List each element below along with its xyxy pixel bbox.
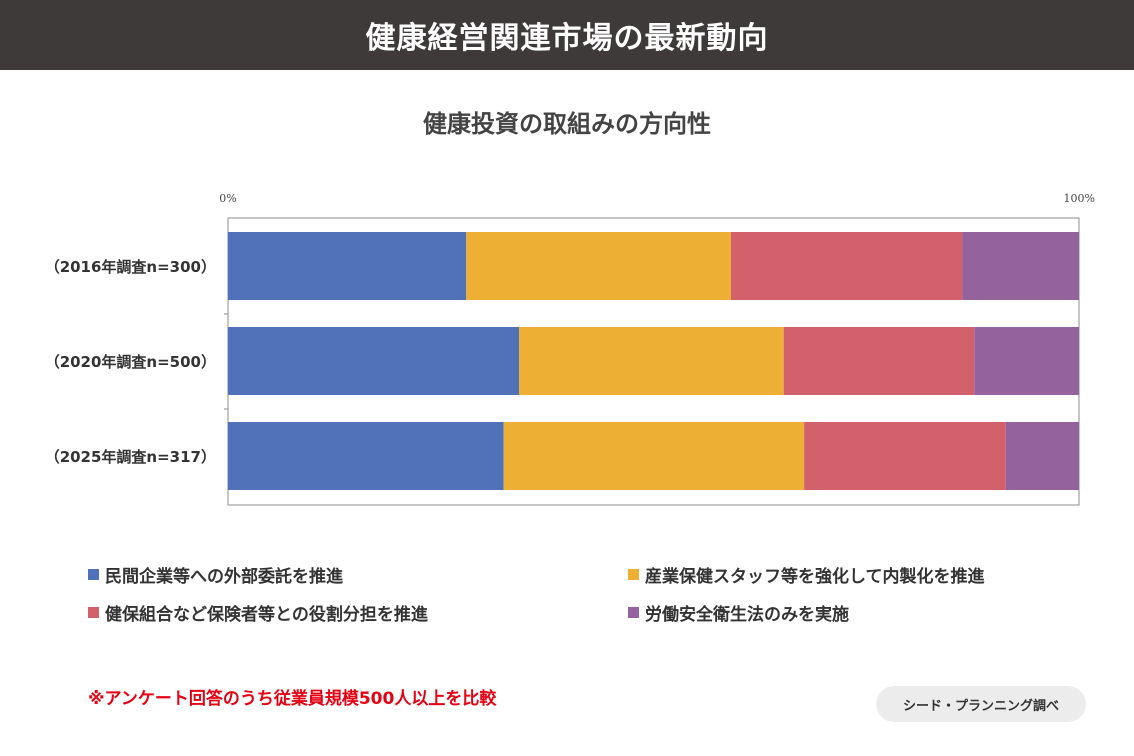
legend-swatch (628, 606, 639, 618)
x-tick-label: 0% (219, 192, 236, 205)
legend-label: 産業保健スタッフ等を強化して内製化を推進 (645, 566, 985, 587)
bar-segment (1005, 422, 1079, 490)
category-label: （2020年調査n=500） (45, 353, 216, 371)
legend-item-outsourcing: 民間企業等への外部委託を推進 (88, 562, 628, 587)
source-button[interactable]: シード・プランニング調べ (876, 686, 1086, 722)
category-label: （2016年調査n=300） (45, 258, 216, 276)
legend-item-law-only: 労働安全衛生法のみを実施 (628, 600, 1068, 625)
legend-label: 健保組合など保険者等との役割分担を推進 (105, 604, 428, 625)
category-label: （2025年調査n=317） (45, 448, 216, 466)
bar-segment (228, 327, 520, 395)
bar-segment (519, 327, 784, 395)
bar-segment (466, 232, 731, 300)
legend-label: 労働安全衛生法のみを実施 (645, 604, 849, 625)
bar-segment (974, 327, 1079, 395)
bar-segment (228, 232, 467, 300)
bar-segment (503, 422, 805, 490)
bar-segment (962, 232, 1079, 300)
legend-swatch (88, 568, 99, 580)
chart-title: 健康投資の取組みの方向性 (423, 110, 711, 138)
bar-segment (228, 422, 504, 490)
bar-segment (783, 327, 975, 395)
page-title: 健康経営関連市場の最新動向 (365, 21, 769, 56)
survey-note: ※アンケート回答のうち従業員規模500人以上を比較 (88, 689, 497, 709)
legend-swatch (628, 568, 639, 580)
legend-item-insourcing: 産業保健スタッフ等を強化して内製化を推進 (628, 562, 1068, 587)
bar-segment (804, 422, 1006, 490)
source-label: シード・プランニング調べ (902, 698, 1059, 714)
bar-segment (730, 232, 963, 300)
legend: 民間企業等への外部委託を推進 産業保健スタッフ等を強化して内製化を推進 健保組合… (88, 562, 1068, 625)
stacked-bar-chart: 0% 100% （2016年調査n=300） （2020年調査n=500） （2025年… (45, 192, 1095, 506)
legend-label: 民間企業等への外部委託を推進 (105, 566, 343, 587)
x-tick-label: 100% (1064, 192, 1095, 205)
legend-item-insurer-sharing: 健保組合など保険者等との役割分担を推進 (88, 600, 628, 625)
legend-swatch (88, 606, 99, 618)
header-bar: 健康経営関連市場の最新動向 (0, 0, 1134, 70)
